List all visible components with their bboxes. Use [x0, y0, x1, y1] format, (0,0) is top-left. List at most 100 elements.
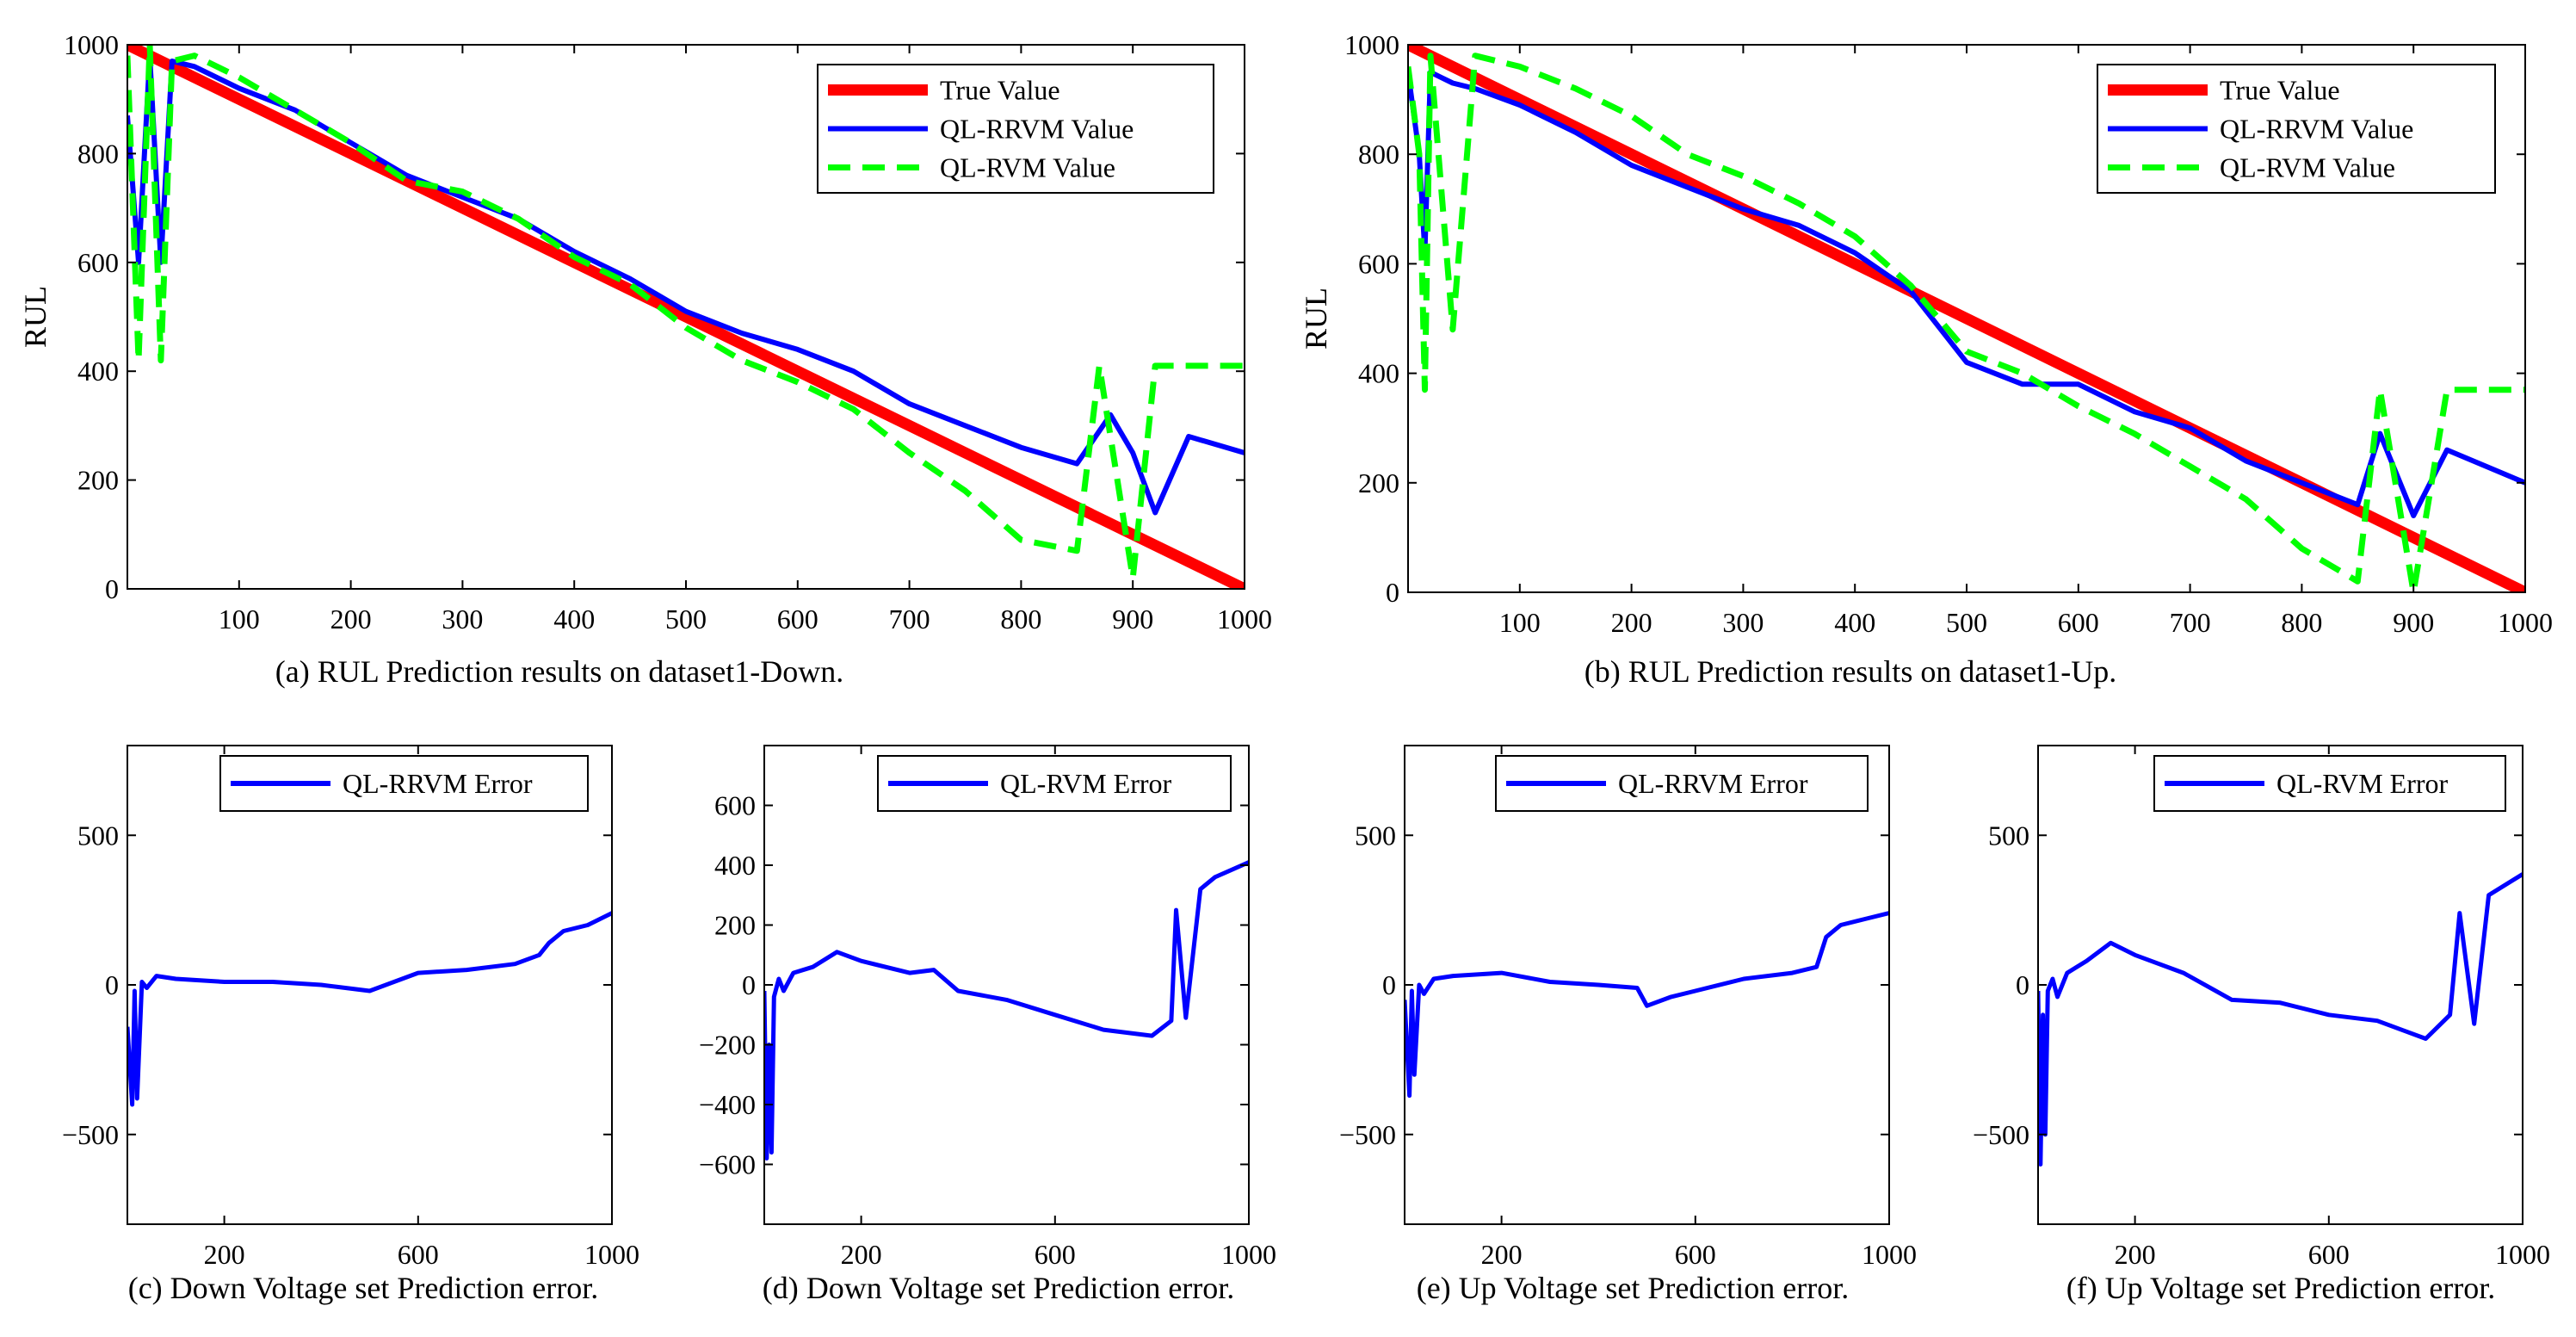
y-tick-label: 400 — [1358, 358, 1399, 389]
chart-panel-2: 100 200 300 400 500 600 700 800 900 1000 0 200 400 60… — [1299, 29, 2553, 689]
y-axis-label: RUL — [1299, 288, 1333, 350]
series-line-1 — [1408, 45, 2525, 592]
plot-area — [1405, 911, 1889, 1099]
legend-label: QL-RVM Error — [2276, 768, 2449, 799]
x-tick-label: 200 — [2115, 1239, 2156, 1270]
x-tick-label: 600 — [2058, 607, 2099, 638]
axes-frame — [763, 745, 1250, 1225]
y-tick-label: 500 — [77, 820, 119, 851]
legend: True Value QL-RRVM Value QL-RVM Value — [817, 64, 1214, 194]
x-tick-label: 1000 — [1221, 1239, 1276, 1270]
x-tick-label: 200 — [1611, 607, 1652, 638]
x-tick-label: 1000 — [584, 1239, 639, 1270]
chart-panel-5: 200 600 1000 −500 0 500 QL-RRVM Error (e) Up Vo… — [1339, 745, 1917, 1305]
y-tick-label: 800 — [1358, 139, 1399, 170]
legend-label: True Value — [2220, 75, 2340, 106]
legend-label: QL-RRVM Value — [940, 114, 1134, 145]
chart-caption: (e) Up Voltage set Prediction error. — [1417, 1271, 1850, 1305]
y-tick-label: 0 — [1386, 577, 1399, 608]
y-tick-label: 600 — [1358, 248, 1399, 279]
legend: QL-RVM Error — [877, 755, 1232, 812]
plot-area — [127, 45, 1245, 589]
y-tick-label: 0 — [105, 969, 119, 1000]
y-tick-label: −400 — [699, 1089, 756, 1120]
x-tick-label: 300 — [1722, 607, 1764, 638]
y-tick-label: 1000 — [1344, 29, 1399, 60]
legend: QL-RRVM Error — [219, 755, 589, 812]
y-tick-label: 200 — [1358, 467, 1399, 498]
y-tick-label: −200 — [699, 1030, 756, 1061]
series-line-1 — [1405, 911, 1889, 1099]
x-tick-label: 1000 — [1862, 1239, 1917, 1270]
x-tick-label: 600 — [1035, 1239, 1076, 1270]
x-tick-label: 600 — [777, 604, 819, 634]
x-tick-label: 200 — [330, 604, 372, 634]
chart-caption: (d) Down Voltage set Prediction error. — [763, 1271, 1235, 1305]
chart-panel-3: 200 600 1000 −500 0 500 QL-RRVM Error (c) Down … — [62, 745, 639, 1305]
y-tick-label: −500 — [1339, 1119, 1396, 1150]
y-tick-label: 200 — [714, 910, 756, 941]
y-tick-label: 0 — [2016, 969, 2029, 1000]
legend-label: QL-RVM Value — [2220, 152, 2395, 183]
y-tick-label: 0 — [105, 573, 119, 604]
series-line-1 — [2038, 872, 2523, 1167]
x-tick-label: 500 — [665, 604, 707, 634]
legend-label: QL-RRVM Error — [1618, 768, 1808, 799]
y-tick-label: −500 — [1973, 1119, 2029, 1150]
series-line-1 — [127, 45, 1245, 589]
y-tick-label: 800 — [77, 138, 119, 169]
plot-area — [764, 860, 1249, 1161]
x-tick-label: 700 — [889, 604, 930, 634]
plot-area — [1408, 45, 2525, 592]
y-tick-label: 400 — [77, 356, 119, 387]
x-tick-label: 600 — [398, 1239, 439, 1270]
x-tick-label: 100 — [219, 604, 260, 634]
chart-caption: (c) Down Voltage set Prediction error. — [128, 1271, 599, 1305]
y-tick-label: −500 — [62, 1119, 119, 1150]
y-tick-label: 0 — [742, 969, 756, 1000]
series-line-1 — [127, 911, 612, 1107]
y-tick-label: 500 — [1355, 820, 1396, 851]
legend: QL-RVM Error — [2153, 755, 2506, 812]
x-tick-label: 1000 — [1217, 604, 1272, 634]
plot-area — [127, 911, 612, 1107]
chart-panel-4: 200 600 1000 −600 −400 −200 0 200 400 600 QL-RVM E… — [699, 745, 1276, 1305]
x-tick-label: 400 — [553, 604, 595, 634]
x-tick-label: 800 — [2281, 607, 2322, 638]
x-tick-label: 300 — [442, 604, 483, 634]
series-line-3 — [127, 45, 1245, 581]
x-tick-label: 100 — [1499, 607, 1541, 638]
chart-caption: (b) RUL Prediction results on dataset1-U… — [1585, 654, 2117, 689]
x-tick-label: 400 — [1834, 607, 1875, 638]
x-tick-label: 200 — [841, 1239, 882, 1270]
series-line-2 — [127, 53, 1245, 516]
x-tick-label: 600 — [1675, 1239, 1716, 1270]
chart-panel-6: 200 600 1000 −500 0 500 QL-RVM Error (f) Up Vol… — [1973, 745, 2550, 1305]
x-tick-label: 1000 — [2495, 1239, 2550, 1270]
legend-label: True Value — [940, 75, 1060, 106]
y-tick-label: 400 — [714, 850, 756, 881]
legend-label: QL-RVM Error — [1000, 768, 1172, 799]
legend-label: QL-RRVM Value — [2220, 114, 2413, 145]
x-tick-label: 900 — [2393, 607, 2434, 638]
x-tick-label: 1000 — [2498, 607, 2553, 638]
legend-label: QL-RVM Value — [940, 152, 1115, 183]
legend: True Value QL-RRVM Value QL-RVM Value — [2097, 64, 2496, 194]
y-tick-label: 1000 — [64, 29, 119, 60]
y-tick-label: 600 — [77, 247, 119, 278]
series-line-3 — [1408, 53, 2525, 592]
x-tick-label: 600 — [2308, 1239, 2350, 1270]
axes-frame — [1404, 745, 1890, 1225]
x-tick-label: 500 — [1946, 607, 1987, 638]
axes-frame — [2037, 745, 2523, 1225]
series-line-1 — [764, 860, 1249, 1161]
y-tick-label: 0 — [1382, 969, 1396, 1000]
x-tick-label: 900 — [1112, 604, 1153, 634]
legend-label: QL-RRVM Error — [343, 768, 533, 799]
y-tick-label: 600 — [714, 790, 756, 821]
plot-area — [2038, 872, 2523, 1167]
x-tick-label: 700 — [2170, 607, 2211, 638]
chart-caption: (f) Up Voltage set Prediction error. — [2066, 1271, 2496, 1305]
y-tick-label: 500 — [1988, 820, 2029, 851]
